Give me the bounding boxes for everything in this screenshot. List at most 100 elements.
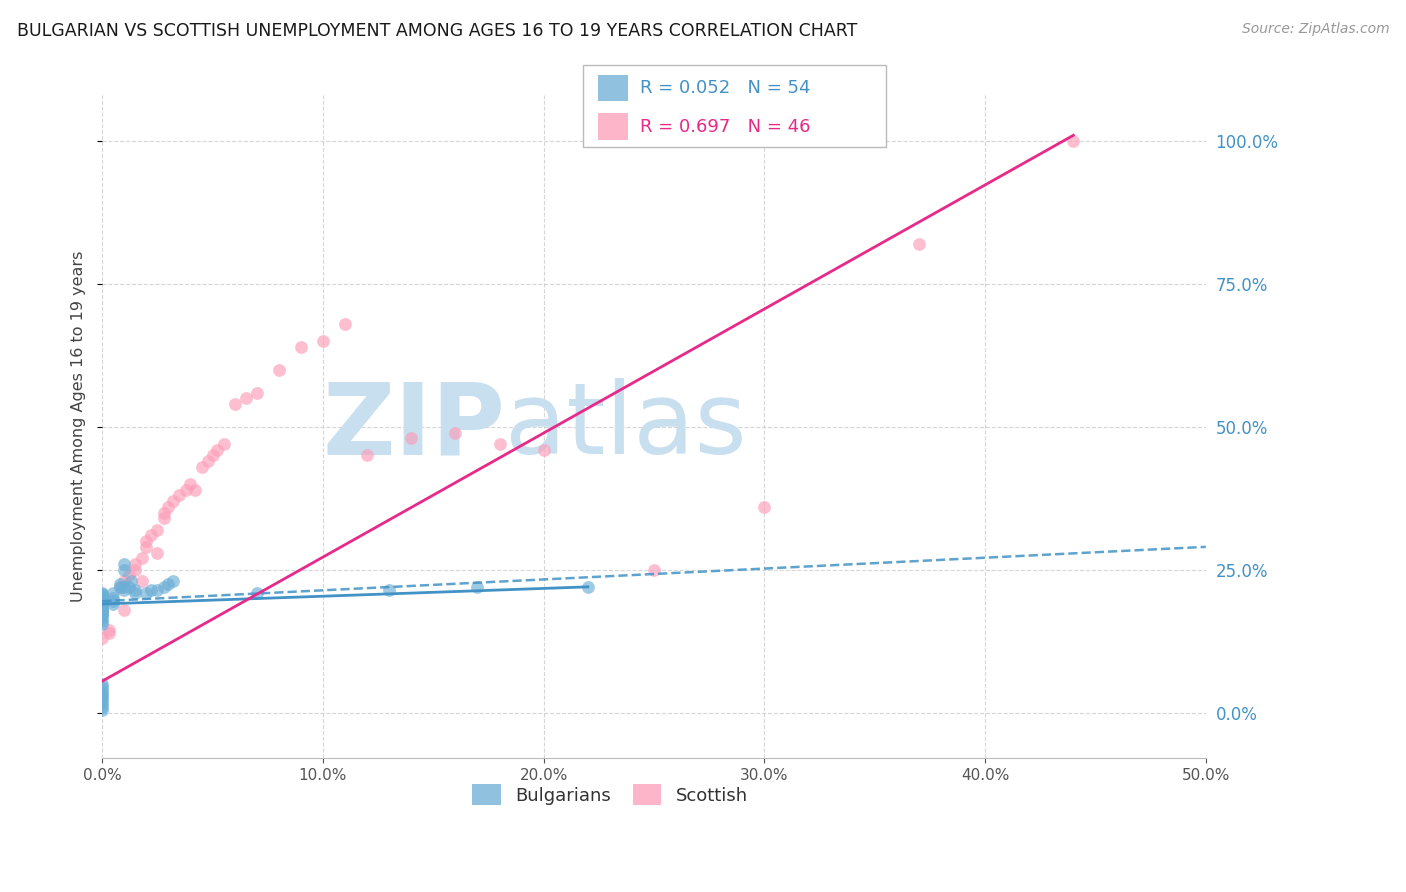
- Point: [103, 597, 125, 611]
- Text: R = 0.052   N = 54: R = 0.052 N = 54: [640, 79, 810, 97]
- Text: R = 0.697   N = 46: R = 0.697 N = 46: [640, 118, 810, 136]
- Point: [139, 528, 162, 542]
- Point: [333, 317, 356, 331]
- Point: [91, 694, 114, 708]
- Point: [91, 606, 114, 620]
- Point: [91, 590, 114, 604]
- Point: [97, 625, 120, 640]
- Point: [91, 591, 114, 606]
- Point: [378, 582, 401, 597]
- Point: [91, 685, 114, 699]
- Point: [488, 437, 510, 451]
- Y-axis label: Unemployment Among Ages 16 to 19 years: Unemployment Among Ages 16 to 19 years: [72, 252, 86, 602]
- Point: [157, 500, 180, 514]
- Point: [533, 442, 555, 457]
- Point: [205, 442, 228, 457]
- Point: [124, 563, 146, 577]
- Point: [91, 589, 114, 603]
- Point: [162, 574, 184, 589]
- Point: [91, 682, 114, 697]
- Point: [91, 611, 114, 625]
- Point: [1062, 134, 1084, 148]
- Point: [103, 591, 125, 606]
- Point: [103, 594, 125, 608]
- Point: [179, 477, 201, 491]
- Point: [91, 604, 114, 618]
- Point: [184, 483, 207, 497]
- Point: [290, 340, 312, 354]
- Point: [235, 391, 257, 405]
- Point: [135, 540, 157, 554]
- Point: [91, 703, 114, 717]
- Point: [169, 488, 191, 502]
- Point: [399, 431, 422, 445]
- Text: ZIP: ZIP: [322, 378, 505, 475]
- Point: [108, 580, 131, 594]
- Point: [444, 425, 467, 440]
- Point: [91, 632, 114, 646]
- Point: [112, 557, 135, 571]
- Point: [135, 585, 157, 599]
- Point: [908, 236, 931, 251]
- Point: [91, 607, 114, 622]
- Point: [267, 362, 290, 376]
- Point: [139, 582, 162, 597]
- Point: [91, 594, 114, 608]
- Point: [91, 697, 114, 711]
- Point: [356, 449, 378, 463]
- Point: [120, 574, 142, 589]
- Point: [97, 623, 120, 637]
- Point: [91, 691, 114, 706]
- Point: [91, 677, 114, 691]
- Point: [91, 587, 114, 601]
- Point: [146, 582, 169, 597]
- Point: [91, 597, 114, 611]
- Legend: Bulgarians, Scottish: Bulgarians, Scottish: [464, 777, 755, 813]
- Point: [118, 580, 141, 594]
- Point: [131, 574, 153, 589]
- Point: [112, 563, 135, 577]
- Point: [146, 523, 169, 537]
- Point: [754, 500, 776, 514]
- Point: [91, 596, 114, 610]
- Point: [153, 511, 176, 525]
- Point: [157, 577, 180, 591]
- Point: [91, 614, 114, 628]
- Point: [91, 598, 114, 612]
- Point: [312, 334, 335, 348]
- Point: [146, 545, 169, 559]
- Point: [91, 601, 114, 615]
- Point: [112, 582, 135, 597]
- Point: [91, 608, 114, 623]
- Point: [112, 574, 135, 589]
- Point: [153, 580, 176, 594]
- Point: [91, 689, 114, 703]
- Point: [112, 580, 135, 594]
- Point: [174, 483, 197, 497]
- Point: [124, 582, 146, 597]
- Point: [131, 551, 153, 566]
- Point: [91, 592, 114, 607]
- Point: [246, 585, 269, 599]
- Point: [467, 580, 489, 594]
- Point: [643, 563, 665, 577]
- Point: [576, 580, 599, 594]
- Point: [91, 603, 114, 617]
- Point: [224, 397, 246, 411]
- Point: [246, 385, 269, 400]
- Point: [124, 585, 146, 599]
- Point: [162, 494, 184, 508]
- Point: [108, 577, 131, 591]
- Point: [112, 603, 135, 617]
- Point: [118, 568, 141, 582]
- Point: [108, 580, 131, 594]
- Point: [91, 617, 114, 632]
- Point: [91, 585, 114, 599]
- Text: BULGARIAN VS SCOTTISH UNEMPLOYMENT AMONG AGES 16 TO 19 YEARS CORRELATION CHART: BULGARIAN VS SCOTTISH UNEMPLOYMENT AMONG…: [17, 22, 858, 40]
- Point: [91, 699, 114, 714]
- Point: [91, 591, 114, 606]
- Point: [197, 454, 219, 468]
- Point: [91, 680, 114, 694]
- Point: [212, 437, 235, 451]
- Text: atlas: atlas: [505, 378, 747, 475]
